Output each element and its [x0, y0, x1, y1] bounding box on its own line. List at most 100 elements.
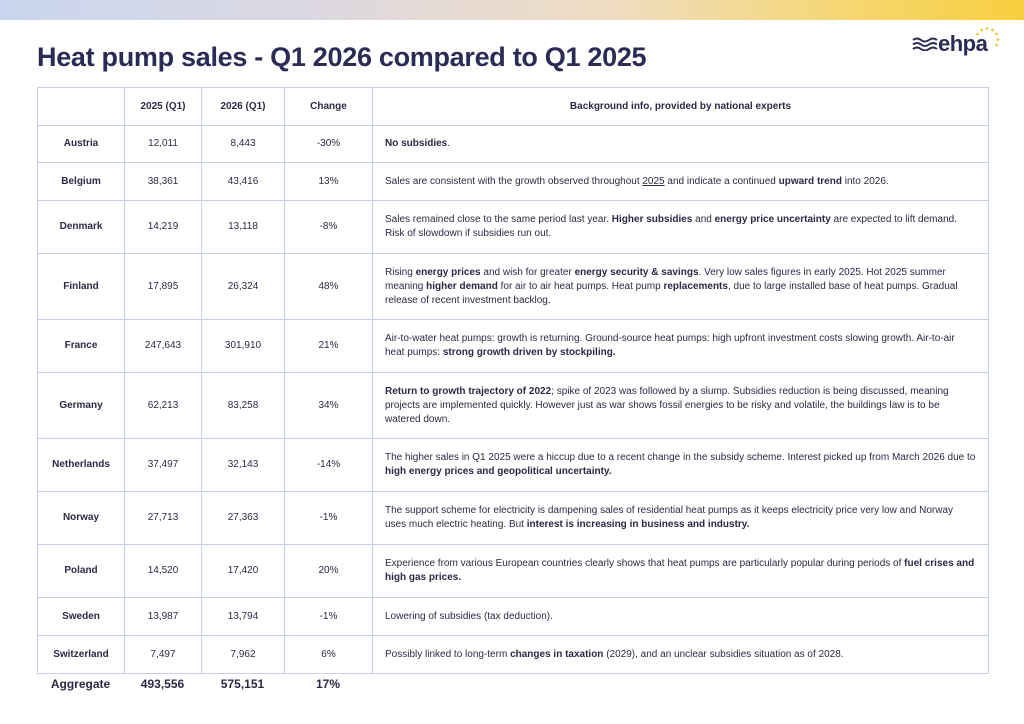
table-header-row: 2025 (Q1) 2026 (Q1) Change Background in… — [37, 87, 989, 126]
q1-2025-cell: 62,213 — [124, 372, 202, 439]
country-cell: Switzerland — [37, 635, 125, 674]
change-cell: -1% — [284, 597, 373, 636]
background-info-cell: Possibly linked to long-term changes in … — [372, 635, 989, 674]
info-emphasis: No subsidies — [385, 138, 448, 149]
info-text: Rising — [385, 266, 416, 278]
background-info-cell: The support scheme for electricity is da… — [372, 491, 989, 545]
table-row: Switzerland 7,497 7,962 6% Possibly linked t… — [37, 635, 989, 674]
logo-waves-icon — [912, 37, 938, 51]
info-text: Air-to-water heat pumps: growth is retur… — [385, 333, 955, 358]
info-text: and wish for greater — [480, 266, 575, 278]
table-row: Netherlands 37,497 32,143 -14% The higher sa… — [37, 438, 989, 492]
logo-text: ehpa — [938, 31, 988, 56]
aggregate-q1-2026: 575,151 — [220, 677, 265, 691]
table-body: Austria 12,011 8,443 -30% No subsidies. Belgi… — [37, 125, 989, 674]
change-cell: -1% — [284, 491, 373, 545]
info-emphasis: Return to growth trajectory of 2022 — [385, 385, 552, 397]
info-underline: 2025 — [642, 175, 665, 187]
background-info-cell: Air-to-water heat pumps: growth is retur… — [372, 319, 989, 373]
q1-2026-cell: 8,443 — [201, 125, 285, 163]
change-cell: 48% — [284, 253, 373, 320]
country-cell: Poland — [37, 544, 125, 598]
info-text: . — [447, 138, 451, 149]
info-text: Sales remained close to the same period … — [385, 214, 612, 225]
q1-2025-cell: 27,713 — [124, 491, 202, 545]
q1-2026-cell: 7,962 — [201, 635, 285, 674]
info-text: Lowering of subsidies (tax deduction). — [385, 610, 553, 622]
header-background-info: Background info, provided by national ex… — [372, 87, 989, 126]
info-emphasis: replacements — [663, 280, 728, 292]
table-row: Finland 17,895 26,324 48% Rising energy pric… — [37, 253, 989, 320]
change-cell: 6% — [284, 635, 373, 674]
country-cell: Germany — [37, 372, 125, 439]
info-text: into 2026. — [841, 175, 889, 187]
info-emphasis: fuel crises and high gas prices. — [385, 558, 975, 583]
info-text: are expected to lift demand. Risk of slo… — [385, 214, 957, 239]
background-info-cell: Sales are consistent with the growth obs… — [372, 162, 989, 201]
page-title: Heat pump sales - Q1 2026 compared to Q1… — [37, 42, 647, 72]
table-row: Austria 12,011 8,443 -30% No subsidies. — [37, 125, 989, 163]
country-cell: Sweden — [37, 597, 125, 636]
info-emphasis: upward trend — [778, 175, 842, 187]
info-text: (2029), and an unclear subsidies situati… — [603, 648, 844, 660]
change-cell: 21% — [284, 319, 373, 373]
info-text: for air to air heat pumps. Heat pump — [497, 280, 664, 292]
q1-2025-cell: 13,987 — [124, 597, 202, 636]
change-cell: -14% — [284, 438, 373, 492]
q1-2025-cell: 17,895 — [124, 253, 202, 320]
info-text: Possibly linked to long-term — [385, 648, 511, 660]
change-cell: 34% — [284, 372, 373, 439]
table-row: Germany 62,213 83,258 34% Return to growth t… — [37, 372, 989, 439]
header-country — [37, 87, 125, 126]
info-emphasis: Higher subsidies — [611, 214, 693, 225]
background-info-cell: Sales remained close to the same period … — [372, 200, 989, 254]
table-row: Norway 27,713 27,363 -1% The support scheme … — [37, 491, 989, 545]
q1-2026-cell: 43,416 — [201, 162, 285, 201]
aggregate-row: Aggregate 493,556 575,151 17% — [37, 677, 373, 695]
table-row: Poland 14,520 17,420 20% Experience from var… — [37, 544, 989, 598]
table-row: France 247,643 301,910 21% Air-to-water heat… — [37, 319, 989, 373]
q1-2026-cell: 27,363 — [201, 491, 285, 545]
background-info-cell: Return to growth trajectory of 2022; spi… — [372, 372, 989, 439]
change-cell: -8% — [284, 200, 373, 254]
info-emphasis: high energy prices and geopolitical unce… — [385, 466, 612, 477]
country-cell: Austria — [37, 125, 125, 163]
q1-2025-cell: 14,520 — [124, 544, 202, 598]
logo-stars-icon — [976, 27, 1000, 47]
country-cell: Denmark — [37, 200, 125, 254]
background-info-cell: No subsidies. — [372, 125, 989, 163]
q1-2026-cell: 13,118 — [201, 200, 285, 254]
info-text: The higher sales in Q1 2025 were a hiccu… — [385, 452, 976, 463]
q1-2025-cell: 7,497 — [124, 635, 202, 674]
aggregate-change: 17% — [315, 677, 341, 691]
info-text: , due to large installed base of heat pu… — [385, 280, 958, 306]
header-q1-2026: 2026 (Q1) — [201, 87, 285, 126]
q1-2025-cell: 37,497 — [124, 438, 202, 492]
q1-2026-cell: 32,143 — [201, 438, 285, 492]
header-q1-2025: 2025 (Q1) — [124, 87, 202, 126]
info-emphasis: changes in taxation — [510, 648, 604, 660]
info-emphasis: energy price uncertainty — [714, 214, 831, 225]
info-text: . Very low sales figures in early 2025. … — [385, 266, 946, 292]
background-info-cell: Rising energy prices and wish for greate… — [372, 253, 989, 320]
info-text: ; spike of 2023 was followed by a slump.… — [385, 385, 949, 425]
info-emphasis: strong growth driven by stockpiling. — [442, 347, 616, 358]
country-cell: France — [37, 319, 125, 373]
ehpa-logo: ehpa — [912, 26, 1004, 58]
info-text: and — [692, 214, 715, 225]
q1-2026-cell: 17,420 — [201, 544, 285, 598]
header-change: Change — [284, 87, 373, 126]
top-gradient-bar — [0, 0, 1024, 20]
table-row: Denmark 14,219 13,118 -8% Sales remained clo… — [37, 200, 989, 254]
table-row: Belgium 38,361 43,416 13% Sales are consiste… — [37, 162, 989, 201]
background-info-cell: The higher sales in Q1 2025 were a hiccu… — [372, 438, 989, 492]
info-emphasis: energy prices — [415, 266, 481, 278]
info-text: Experience from various European countri… — [385, 558, 905, 569]
q1-2026-cell: 83,258 — [201, 372, 285, 439]
q1-2026-cell: 26,324 — [201, 253, 285, 320]
q1-2025-cell: 38,361 — [124, 162, 202, 201]
q1-2025-cell: 247,643 — [124, 319, 202, 373]
info-emphasis: energy security & savings — [574, 266, 699, 278]
info-emphasis: higher demand — [426, 280, 498, 292]
aggregate-label: Aggregate — [50, 677, 111, 691]
